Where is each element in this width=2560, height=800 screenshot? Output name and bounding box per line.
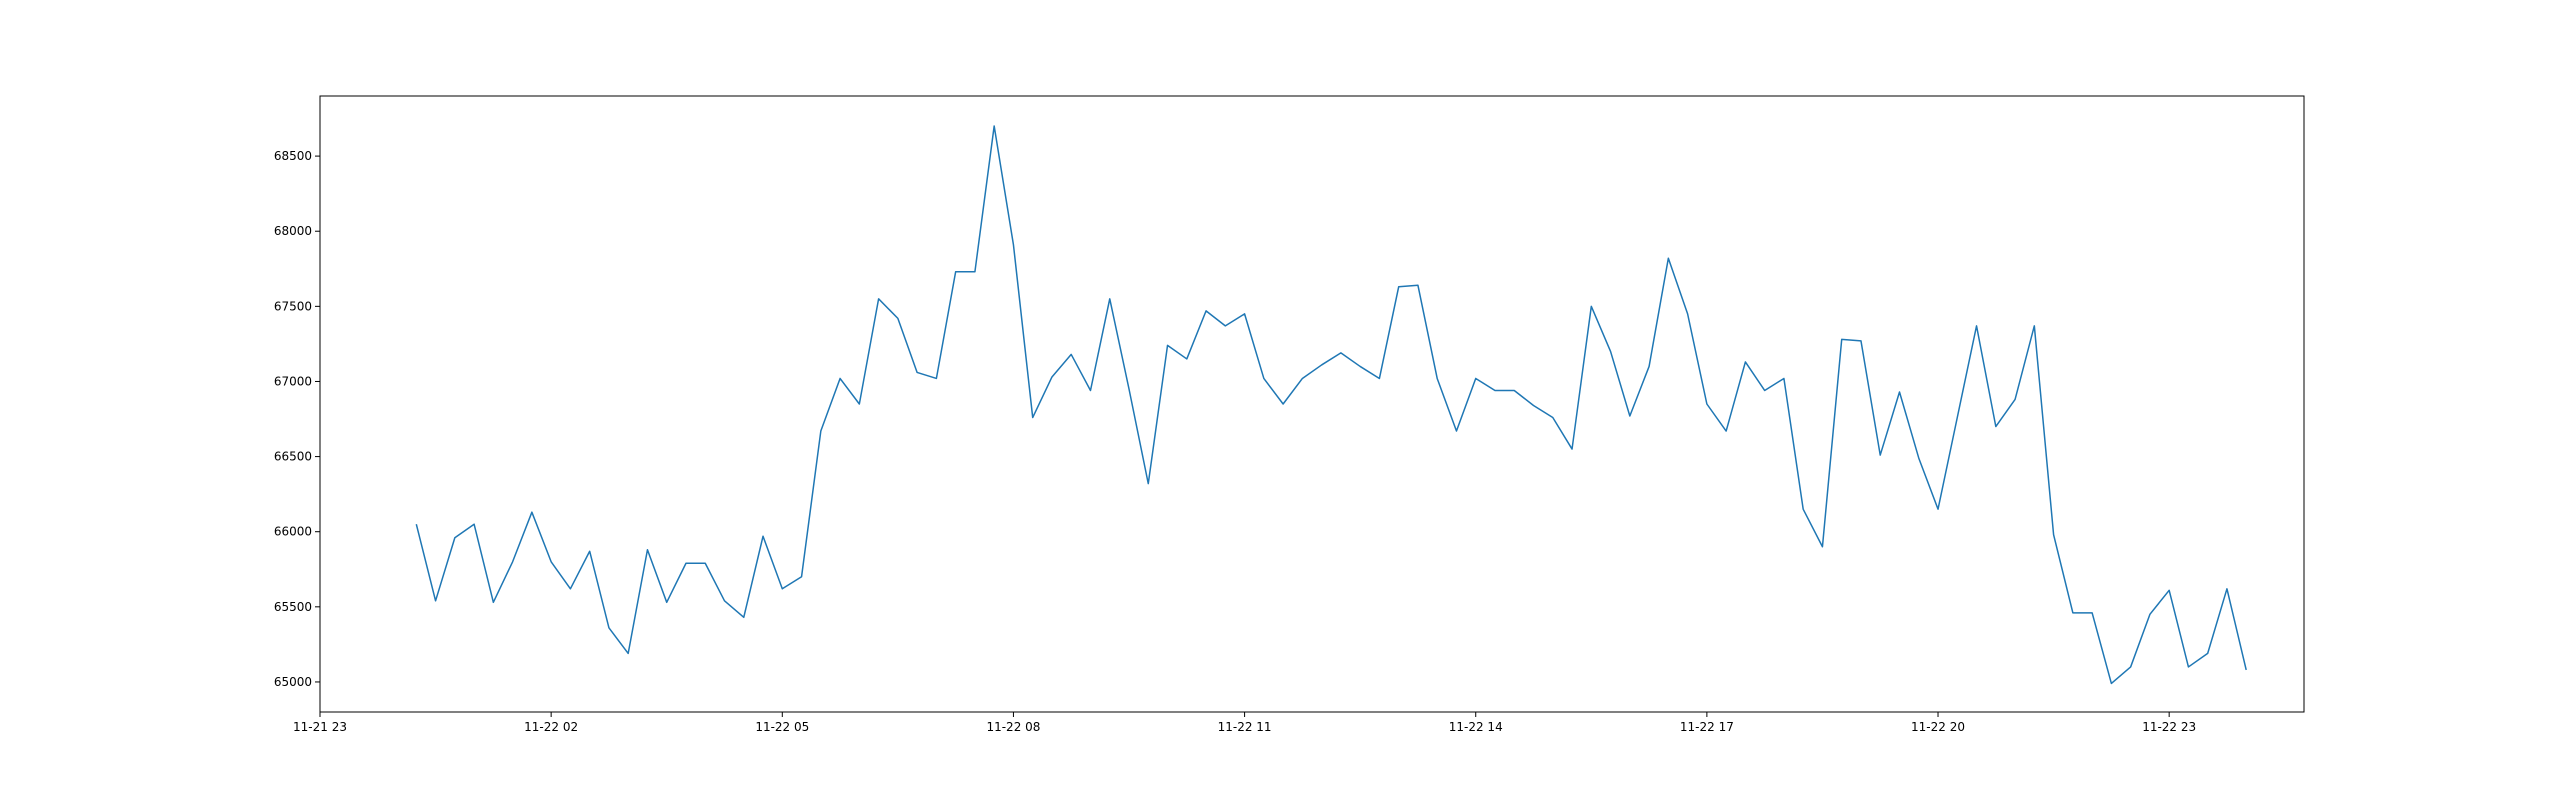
y-tick-label: 67500 (274, 299, 312, 313)
x-tick-label: 11-22 11 (1218, 720, 1272, 734)
axes-frame (319, 95, 2305, 713)
y-tick-label: 66500 (274, 450, 312, 464)
x-tick-label: 11-22 08 (986, 720, 1040, 734)
x-tick-label: 11-22 14 (1449, 720, 1503, 734)
y-tick-label: 68500 (274, 149, 312, 163)
y-tick-label: 66000 (274, 525, 312, 539)
x-axis: 11-21 23 11-22 02 11-22 05 11-22 08 11-22 11… (293, 712, 2196, 734)
y-tick-label: 65000 (274, 675, 312, 689)
series-layer (415, 125, 2247, 685)
y-tick-label: 68000 (274, 224, 312, 238)
x-tick-label: 11-22 23 (2142, 720, 2196, 734)
y-tick-label: 67000 (274, 374, 312, 388)
y-tick-label: 65500 (274, 600, 312, 614)
x-tick-label: 11-22 02 (524, 720, 578, 734)
x-tick-label: 11-22 05 (755, 720, 809, 734)
plot-area (319, 95, 2305, 713)
series-line (415, 125, 2247, 685)
x-tick-label: 11-22 20 (1911, 720, 1965, 734)
y-axis: 65000 65500 66000 66500 67000 67500 68000 68500 (274, 149, 320, 689)
x-tick-label: 11-21 23 (293, 720, 347, 734)
x-tick-label: 11-22 17 (1680, 720, 1734, 734)
